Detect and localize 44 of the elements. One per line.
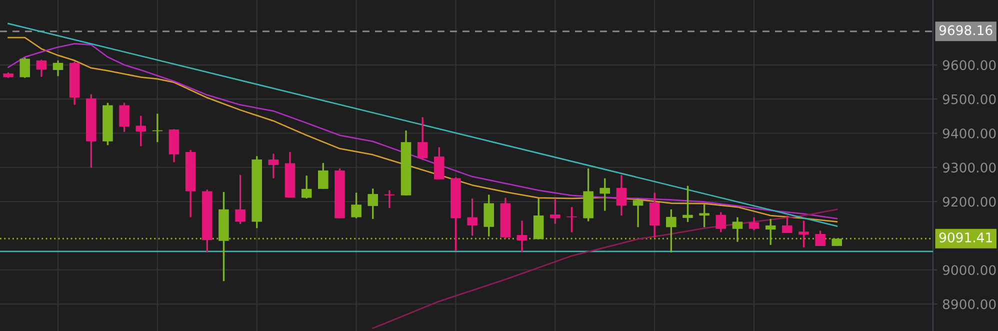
candlestick <box>268 152 279 180</box>
candlestick <box>351 192 362 220</box>
ref-line-label: 9091.41 <box>939 232 992 242</box>
y-tick-label: 9200.00 <box>942 196 996 207</box>
candlestick <box>384 189 395 209</box>
candlestick <box>716 211 726 234</box>
candlestick <box>748 216 760 232</box>
candlestick <box>36 58 47 78</box>
candlestick <box>434 146 444 180</box>
ref-line-label: 9698.16 <box>939 25 992 36</box>
y-tick-label: 8900.00 <box>942 299 996 310</box>
candlestick <box>467 198 478 237</box>
candlestick <box>732 216 743 243</box>
candlestick <box>417 116 428 161</box>
candlestick <box>782 214 792 234</box>
candlestick <box>666 208 676 254</box>
candlestick <box>235 174 246 225</box>
candlestick <box>318 162 328 190</box>
candlestick <box>20 56 30 79</box>
y-tick-label: 9600.00 <box>942 60 996 70</box>
candlestick <box>566 206 577 234</box>
candlestick <box>682 184 693 223</box>
candlestick <box>616 174 627 216</box>
candlestick <box>119 102 130 133</box>
candlestick <box>815 230 826 247</box>
candlestick <box>533 198 544 240</box>
candlestick <box>600 177 610 212</box>
candlestick <box>301 174 312 200</box>
y-tick-label: 9400.00 <box>942 128 996 138</box>
candlestick <box>798 220 809 248</box>
y-tick-label: 9300.00 <box>942 162 996 173</box>
candlestick <box>368 188 378 220</box>
candlestick <box>699 203 710 228</box>
y-tick-label: 9000.00 <box>942 265 996 276</box>
line-series <box>372 208 838 329</box>
candlestick <box>516 220 528 253</box>
candlestick <box>765 218 776 246</box>
candlestick <box>632 198 644 228</box>
candlestick <box>52 60 64 78</box>
candlestick <box>484 194 494 238</box>
candlestick <box>136 114 146 148</box>
y-tick-label: 9500.00 <box>942 94 996 104</box>
candlestick <box>550 198 560 225</box>
candlestick <box>649 192 660 239</box>
